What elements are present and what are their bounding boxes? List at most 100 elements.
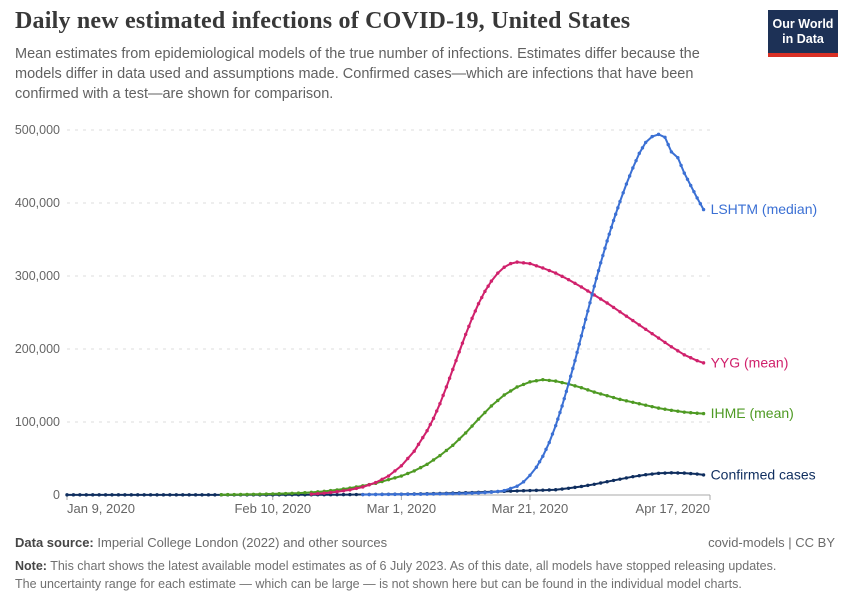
series-marker-ihme	[496, 398, 500, 403]
series-marker-lshtm	[581, 325, 586, 330]
series-marker-ihme	[515, 385, 519, 389]
page-title: Daily new estimated infections of COVID-…	[15, 8, 631, 34]
series-marker-yyg	[541, 266, 545, 270]
series-marker-confirmed	[354, 492, 359, 497]
series-marker-yyg	[553, 271, 558, 275]
series-marker-lshtm	[637, 151, 641, 156]
series-marker-ihme	[444, 448, 449, 453]
series-marker-confirmed	[116, 493, 121, 497]
y-axis-tick-label: 400,000	[15, 196, 60, 210]
series-marker-lshtm	[607, 232, 611, 236]
series-marker-confirmed	[586, 483, 590, 488]
x-axis-tick-label: Apr 17, 2020	[636, 501, 710, 516]
series-marker-ihme	[689, 410, 693, 415]
series-marker-yyg	[460, 341, 465, 345]
series-marker-ihme	[399, 474, 404, 478]
series-marker-yyg	[650, 331, 654, 336]
series-marker-confirmed	[200, 493, 204, 497]
series-marker-yyg	[435, 409, 439, 413]
series-marker-lshtm	[386, 492, 391, 497]
series-marker-ihme	[219, 493, 224, 497]
series-marker-lshtm	[537, 460, 542, 464]
series-marker-yyg	[547, 268, 551, 273]
series-marker-yyg	[373, 480, 378, 485]
series-marker-confirmed	[566, 486, 571, 490]
series-marker-lshtm	[502, 488, 506, 493]
series-marker-yyg	[515, 260, 519, 264]
series-marker-lshtm	[534, 465, 539, 469]
owid-logo: Our World in Data	[768, 10, 838, 57]
series-marker-ihme	[438, 453, 442, 458]
series-marker-lshtm	[695, 196, 699, 200]
series-marker-yyg	[598, 297, 603, 301]
series-marker-yyg	[309, 492, 314, 496]
series-marker-lshtm	[676, 156, 680, 160]
series-marker-confirmed	[91, 493, 95, 497]
series-marker-yyg	[579, 285, 584, 289]
series-marker-ihme	[463, 431, 468, 435]
series-marker-confirmed	[663, 471, 667, 475]
series-marker-ihme	[573, 384, 577, 388]
series-marker-confirmed	[618, 477, 622, 481]
series-marker-confirmed	[206, 493, 211, 497]
series-marker-confirmed	[97, 493, 101, 497]
series-marker-lshtm	[592, 284, 596, 288]
series-marker-yyg	[425, 429, 429, 433]
y-axis-tick-label: 500,000	[15, 123, 60, 137]
series-marker-confirmed	[341, 492, 346, 497]
series-marker-confirmed	[689, 471, 693, 476]
series-marker-ihme	[586, 388, 590, 392]
series-marker-yyg	[573, 281, 577, 285]
chart-header: Daily new estimated infections of COVID-…	[15, 8, 835, 104]
series-marker-confirmed	[592, 482, 596, 486]
series-marker-lshtm	[605, 239, 609, 243]
subtitle-line-3: confirmed with a test—are shown for comp…	[15, 86, 334, 102]
series-marker-lshtm	[406, 492, 410, 497]
series-marker-lshtm	[463, 491, 468, 496]
x-axis-tick-label: Jan 9, 2020	[67, 501, 135, 516]
series-marker-yyg	[354, 486, 359, 491]
series-marker-confirmed	[534, 488, 539, 493]
series-marker-confirmed	[598, 481, 603, 485]
series-marker-yyg	[473, 309, 478, 313]
series-marker-confirmed	[553, 488, 558, 492]
series-marker-lshtm	[566, 382, 571, 386]
license-text: covid-models | CC BY	[708, 535, 835, 550]
series-marker-lshtm	[550, 432, 555, 436]
data-source-line: Data source: Imperial College London (20…	[15, 535, 387, 550]
series-marker-confirmed	[695, 472, 699, 476]
series-marker-lshtm	[457, 491, 461, 496]
series-marker-ihme	[644, 403, 648, 407]
series-marker-lshtm	[553, 423, 558, 428]
series-marker-ihme	[521, 382, 526, 387]
series-label-lshtm: LSHTM (median)	[711, 201, 818, 217]
series-marker-yyg	[438, 402, 442, 406]
series-marker-ihme	[393, 476, 397, 480]
series-marker-lshtm	[663, 135, 667, 139]
series-marker-yyg	[682, 353, 686, 357]
series-marker-confirmed	[611, 478, 616, 483]
series-marker-lshtm	[528, 473, 532, 477]
series-marker-lshtm	[573, 358, 577, 363]
series-marker-lshtm	[361, 492, 365, 497]
series-marker-lshtm	[588, 301, 592, 305]
series-marker-lshtm	[393, 492, 397, 497]
series-marker-confirmed	[181, 493, 185, 497]
series-marker-lshtm	[412, 492, 416, 496]
series-marker-ihme	[451, 443, 455, 448]
chart-subtitle: Mean estimates from epidemiological mode…	[15, 44, 835, 104]
series-marker-lshtm	[577, 342, 581, 346]
series-marker-confirmed	[624, 476, 629, 480]
series-marker-yyg	[476, 302, 481, 306]
series-marker-ihme	[264, 492, 269, 496]
series-marker-confirmed	[573, 485, 577, 490]
series-marker-ihme	[541, 377, 545, 382]
series-marker-lshtm	[613, 212, 618, 216]
series-marker-lshtm	[558, 410, 562, 415]
series-marker-yyg	[611, 305, 616, 310]
series-marker-lshtm	[568, 374, 573, 378]
series-marker-yyg	[428, 422, 432, 427]
series-marker-ihme	[296, 491, 301, 495]
series-marker-ihme	[283, 491, 288, 496]
series-marker-ihme	[245, 492, 249, 497]
